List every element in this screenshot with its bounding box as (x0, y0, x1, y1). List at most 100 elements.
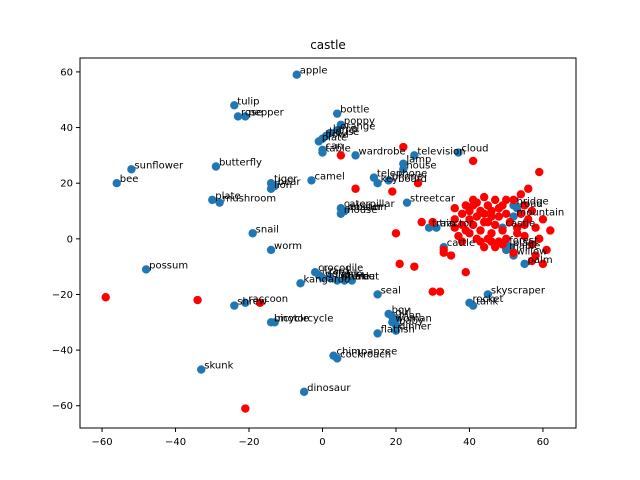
unlabeled-point (428, 217, 437, 227)
point-label: dinner (399, 322, 432, 333)
labeled-point (410, 151, 419, 160)
point-label: skunk (204, 361, 233, 372)
unlabeled-point (535, 167, 544, 177)
unlabeled-point (509, 248, 518, 257)
unlabeled-point (476, 226, 485, 235)
unlabeled-point (468, 220, 478, 230)
unlabeled-point (457, 209, 467, 218)
labeled-point (230, 301, 239, 310)
point-label: table (325, 144, 350, 155)
point-label: caterpillar (344, 199, 396, 210)
x-tick-label: −60 (91, 437, 112, 448)
labeled-point (332, 109, 342, 118)
point-label: trout (355, 272, 379, 283)
unlabeled-point (505, 217, 515, 227)
point-label: girl (395, 308, 411, 319)
point-label: orange (340, 121, 375, 132)
unlabeled-point (542, 245, 551, 255)
labeled-point (347, 276, 357, 285)
unlabeled-point (435, 287, 445, 296)
point-label: streetcar (410, 194, 456, 205)
point-label: wardrobe (359, 146, 406, 157)
labeled-point (266, 245, 276, 255)
unlabeled-point (531, 223, 540, 232)
labeled-point (299, 387, 309, 397)
labeled-point (373, 178, 382, 188)
labeled-point (141, 265, 151, 274)
labeled-point (241, 112, 250, 121)
point-label: maple (509, 241, 540, 252)
point-label: plate (215, 191, 240, 202)
point-label: dolphin (325, 269, 362, 280)
point-label: motorcycle (278, 313, 334, 324)
unlabeled-point (465, 229, 474, 238)
labeled-point (318, 273, 327, 282)
point-label: cloud (461, 144, 488, 155)
unlabeled-point (520, 220, 529, 230)
point-label: tiger (274, 174, 298, 185)
labeled-point (307, 176, 316, 185)
y-tick-label: 20 (60, 179, 73, 190)
point-label: castle (506, 219, 536, 230)
point-label: road (520, 199, 543, 210)
point-label: butterfly (219, 157, 262, 168)
unlabeled-point (450, 223, 459, 232)
unlabeled-point (538, 259, 548, 269)
labeled-point (332, 126, 342, 135)
y-tick-label: −40 (52, 346, 73, 357)
point-label: forest (509, 235, 538, 246)
labeled-point (402, 198, 412, 207)
labeled-point (384, 176, 393, 185)
labeled-point (266, 184, 276, 193)
point-label: rocket (472, 294, 503, 305)
unlabeled-point (468, 156, 478, 166)
labeled-point (340, 206, 349, 216)
point-label: woman (395, 313, 432, 324)
unlabeled-point (479, 217, 489, 227)
point-label: tractor (439, 219, 474, 230)
labeled-point (211, 162, 221, 171)
point-label: willow (517, 247, 548, 258)
x-tick-label: 0 (319, 437, 325, 448)
unlabeled-point (101, 293, 110, 302)
point-label: lobster (348, 202, 384, 213)
point-label: man (399, 311, 421, 322)
point-label: bear (278, 177, 302, 188)
unlabeled-point (255, 298, 265, 308)
labeled-point (112, 178, 121, 188)
unlabeled-point (417, 217, 426, 227)
labeled-point (483, 290, 493, 299)
point-label: sunflower (134, 160, 184, 171)
point-label: baby (399, 316, 424, 327)
unlabeled-point (494, 204, 504, 213)
unlabeled-point (457, 237, 467, 246)
unlabeled-point (546, 226, 555, 235)
unlabeled-point (516, 209, 526, 218)
labeled-point (351, 151, 360, 160)
y-tick-label: −60 (52, 401, 73, 412)
labeled-point (197, 365, 206, 374)
x-tick-label: −40 (165, 437, 186, 448)
point-label: plate (322, 132, 347, 143)
labeled-point (325, 273, 335, 282)
point-label: plain (513, 238, 537, 249)
labeled-point (391, 326, 401, 335)
unlabeled-point (520, 231, 529, 241)
point-label: skyscraper (491, 285, 546, 296)
point-label: bee (120, 174, 139, 185)
point-label: shrew (237, 297, 267, 308)
labeled-point (332, 276, 342, 285)
unlabeled-point (494, 212, 504, 221)
unlabeled-point (527, 206, 537, 216)
point-label: bicycle (274, 313, 309, 324)
point-label: train (432, 219, 455, 230)
point-label: worm (274, 241, 302, 252)
point-label: television (417, 146, 465, 157)
point-label: can (325, 141, 343, 152)
y-axis: −60 −40 −20 0 20 40 60 (52, 67, 80, 412)
point-label: rose (241, 107, 262, 118)
point-label: seal (381, 285, 401, 296)
unlabeled-point (446, 251, 456, 260)
point-label: cockroach (340, 349, 391, 360)
